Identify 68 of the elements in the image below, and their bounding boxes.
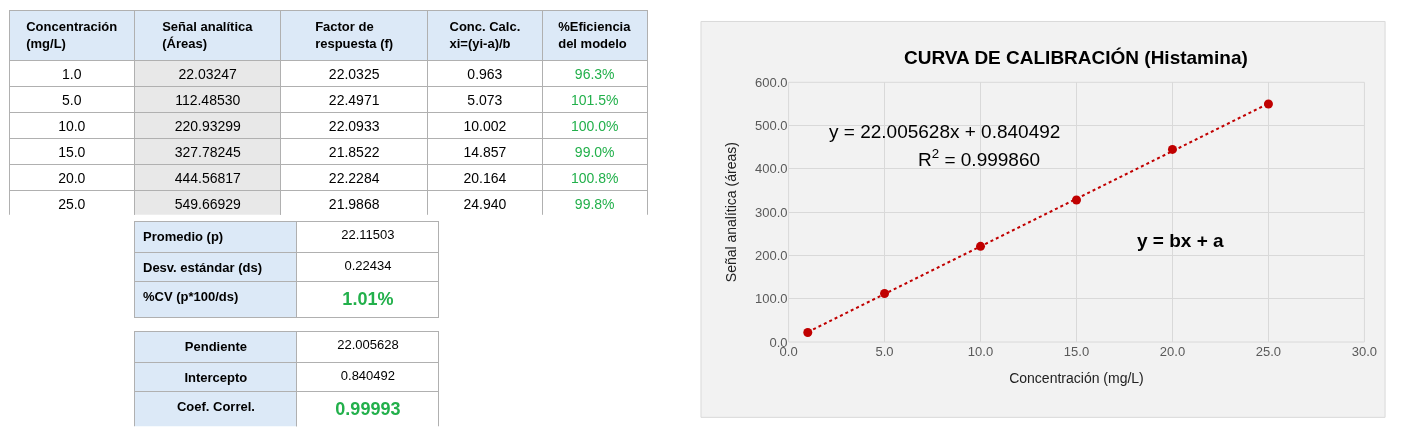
point <box>976 241 986 251</box>
x-tick-label: 25.0 <box>1255 344 1282 360</box>
y-tick-label: 100.0 <box>755 291 788 307</box>
text: Coef. Correl. <box>176 399 255 415</box>
text: 20.164 <box>463 170 507 187</box>
category-label: Conc. Calc. xi=(yi-a)/b <box>449 18 521 51</box>
y-tick-label: 200.0 <box>755 248 788 264</box>
x-tick-label: 15.0 <box>1063 344 1090 360</box>
text: 22.2284 <box>328 170 380 187</box>
y-tick-label: 300.0 <box>755 204 788 220</box>
text: 20.0 <box>58 170 86 187</box>
text: 10.0 <box>58 118 86 135</box>
text: 1.01% <box>342 289 394 310</box>
category-label: Concentración (mg/L) <box>26 18 118 51</box>
text: Pendiente <box>184 339 247 355</box>
text: 101.5% <box>570 92 619 109</box>
text: 22.0325 <box>328 66 380 83</box>
text: 22.11503 <box>341 227 395 243</box>
text: 112.48530 <box>175 92 241 109</box>
text: 100.0% <box>570 118 619 135</box>
x-tick-label: 10.0 <box>967 344 994 360</box>
text: 15.0 <box>58 144 86 161</box>
text: 10.002 <box>463 118 507 135</box>
text: 99.0% <box>574 144 615 161</box>
text: Promedio (p) <box>142 229 224 245</box>
text: 5.073 <box>467 92 503 109</box>
text: 327.78245 <box>174 144 241 161</box>
text: Intercepto <box>184 370 248 386</box>
text: 0.22434 <box>344 258 392 274</box>
text: 0.99993 <box>335 399 401 420</box>
text: 22.03247 <box>178 66 237 83</box>
x-tick-label: 20.0 <box>1159 344 1186 360</box>
x-tick-label: 30.0 <box>1351 344 1378 360</box>
text: 21.9868 <box>328 196 380 213</box>
text: 96.3% <box>574 66 615 83</box>
x-tick-label: 5.0 <box>875 344 894 360</box>
annotation: y = 22.005628x + 0.840492 <box>829 121 1061 142</box>
text: 0.840492 <box>340 368 396 384</box>
text: 22.005628 <box>337 337 399 353</box>
text: 24.940 <box>463 196 507 213</box>
text: 22.4971 <box>328 92 380 109</box>
text: 100.8% <box>570 170 619 187</box>
y-tick-label: 400.0 <box>755 161 788 177</box>
text: 549.66929 <box>174 196 241 213</box>
point <box>803 328 813 338</box>
text: 220.93299 <box>174 118 241 135</box>
y-axis-title: Señal analítica (áreas) <box>722 142 739 283</box>
annotation: R$^{2}$ = 0.999860 <box>918 146 1041 170</box>
text: 0.963 <box>467 66 503 83</box>
category-label: Señal analítica (Áreas) <box>162 18 254 51</box>
text: %CV (p*100/ds) <box>142 289 239 305</box>
annotation: y = bx + a <box>1137 230 1225 251</box>
text: 14.857 <box>463 144 507 161</box>
text: 1.0 <box>62 66 82 83</box>
y-tick-label: 500.0 <box>755 118 788 134</box>
text: Desv. estándar (ds) <box>142 260 262 276</box>
text: 21.8522 <box>328 144 380 161</box>
text: 5.0 <box>62 92 82 109</box>
point <box>1167 144 1177 154</box>
category-label: Factor de respuesta (f) <box>315 18 394 51</box>
category-label: %Eficiencia del modelo <box>558 18 632 51</box>
text: 25.0 <box>58 196 86 213</box>
x-axis-title: Concentración (mg/L) <box>1009 370 1144 387</box>
text: 99.8% <box>574 196 615 213</box>
text: 22.0933 <box>328 118 380 135</box>
y-tick-label: 600.0 <box>755 74 788 90</box>
chart-title: CURVA DE CALIBRACIÓN (Histamina) <box>904 47 1248 68</box>
text: 444.56817 <box>174 170 241 187</box>
